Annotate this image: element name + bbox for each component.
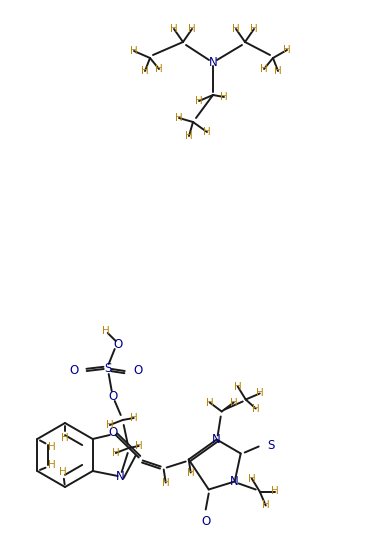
Text: H: H [220,92,228,102]
Text: H: H [248,473,255,484]
Text: H: H [48,460,56,470]
Text: H: H [61,433,69,443]
Text: H: H [102,326,110,336]
Text: O: O [108,426,117,440]
Text: H: H [260,64,268,74]
Text: H: H [162,478,170,489]
Text: H: H [271,486,278,496]
Text: H: H [106,420,114,430]
Text: H: H [175,113,183,123]
Text: H: H [234,382,242,391]
Text: H: H [141,66,149,76]
Text: O: O [69,365,79,377]
Text: H: H [262,501,270,511]
Text: N: N [230,475,239,488]
Text: H: H [130,413,137,423]
Text: N: N [209,56,218,68]
Text: N: N [116,470,125,483]
Text: H: H [206,397,214,407]
Text: H: H [188,24,196,34]
Text: H: H [203,127,211,137]
Text: H: H [250,24,258,34]
Text: H: H [170,24,178,34]
Text: H: H [155,64,163,74]
Text: O: O [108,389,117,402]
Text: H: H [187,468,195,478]
Text: N: N [212,433,221,446]
Text: H: H [283,45,291,55]
Text: H: H [274,66,282,76]
Text: H: H [185,131,193,141]
Text: H: H [59,467,67,477]
Text: S: S [267,439,274,452]
Text: H: H [256,389,264,399]
Text: S: S [104,361,111,375]
Text: O: O [113,337,122,351]
Text: H: H [232,24,240,34]
Text: H: H [130,46,138,56]
Text: H: H [230,397,237,407]
Text: O: O [133,365,142,377]
Text: H: H [195,96,203,106]
Text: O: O [201,515,210,528]
Text: H: H [252,403,260,413]
Text: H: H [112,448,119,458]
Text: H: H [48,442,56,452]
Text: H: H [135,441,142,451]
